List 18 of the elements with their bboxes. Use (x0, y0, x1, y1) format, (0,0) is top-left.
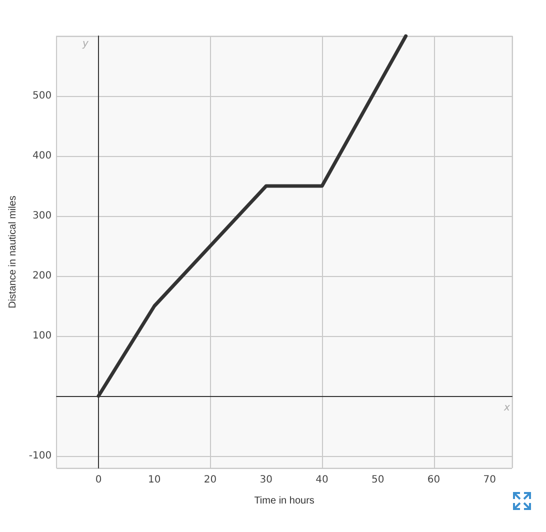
x-tick-label: 40 (316, 474, 328, 486)
x-tick-label: 10 (148, 474, 161, 486)
y-tick-label: 100 (32, 330, 52, 342)
x-tick-label: 0 (95, 474, 102, 486)
annotation: y (82, 38, 90, 50)
x-tick-label: 60 (427, 474, 440, 486)
y-tick-label: -100 (28, 450, 52, 462)
y-tick-label: 500 (32, 90, 52, 102)
x-tick-label: 50 (372, 474, 384, 486)
y-tick-label: 200 (32, 270, 52, 282)
x-axis-title: Time in hours (254, 496, 314, 506)
x-tick-label: 70 (483, 474, 496, 486)
y-tick-label: 300 (32, 210, 52, 222)
y-tick-label: 400 (32, 150, 52, 162)
x-tick-label: 20 (204, 474, 217, 486)
annotation: x (503, 402, 510, 414)
x-tick-label: 30 (260, 474, 273, 486)
y-axis-title: Distance in nautical miles (8, 196, 18, 308)
